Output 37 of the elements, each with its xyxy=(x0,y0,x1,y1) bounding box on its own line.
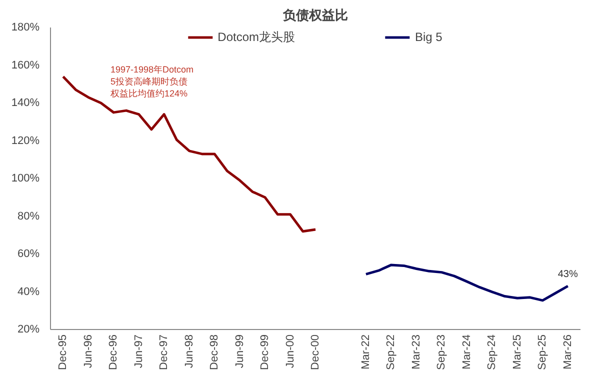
x-tick-label: Sep-22 xyxy=(385,334,398,370)
annotation: 5投资高峰期时负债 xyxy=(110,76,188,86)
x-tick-label: Jun-97 xyxy=(132,334,145,368)
x-tick-label: Dec-00 xyxy=(310,334,322,370)
x-tick-label: Sep-23 xyxy=(436,334,448,370)
y-tick-label: 100% xyxy=(11,172,40,184)
legend-label: Big 5 xyxy=(414,30,442,44)
y-tick-label: 40% xyxy=(17,286,40,298)
x-tick-label: Dec-97 xyxy=(158,334,170,370)
chart-title: 负债权益比 xyxy=(282,8,348,22)
x-tick-label: Dec-98 xyxy=(208,334,221,370)
x-tick-label: Mar-25 xyxy=(511,334,524,370)
y-tick-label: 60% xyxy=(17,248,40,260)
annotation: 1997-1998年Dotcom xyxy=(110,64,194,74)
x-tick-label: Jun-00 xyxy=(284,334,296,368)
x-tick-label: Jun-99 xyxy=(234,334,246,368)
line-series xyxy=(62,75,317,233)
x-tick-label: Jun-96 xyxy=(82,334,94,368)
x-tick-label: Jun-98 xyxy=(183,334,196,368)
x-tick-label: Mar-24 xyxy=(460,334,473,370)
y-tick-label: 160% xyxy=(11,59,40,72)
x-tick-label: Mar-22 xyxy=(360,334,372,370)
x-tick-label: Sep-25 xyxy=(536,334,549,370)
x-tick-label: Dec-96 xyxy=(108,334,120,370)
x-tick-label: Sep-24 xyxy=(486,334,498,370)
y-tick-label: 120% xyxy=(11,134,40,147)
x-tick-label: Dec-95 xyxy=(57,334,70,370)
y-tick-label: 80% xyxy=(17,210,40,222)
legend-label: Dotcom龙头股 xyxy=(218,28,295,46)
data-label: 43% xyxy=(558,269,578,280)
x-tick-label: Dec-99 xyxy=(259,334,272,370)
x-tick-label: Mar-26 xyxy=(562,334,574,370)
y-tick-label: 20% xyxy=(17,324,40,336)
y-tick-label: 140% xyxy=(11,97,40,109)
y-tick-label: 180% xyxy=(11,22,40,34)
x-tick-label: Mar-23 xyxy=(410,334,422,370)
annotation: 权益比均值约124% xyxy=(110,88,188,98)
